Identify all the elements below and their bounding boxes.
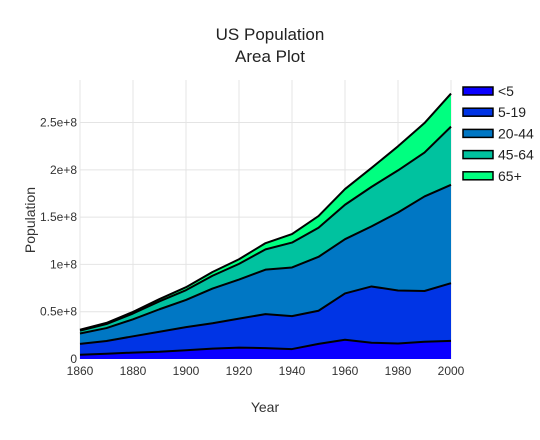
area-series-5-19	[80, 283, 451, 355]
y-tick-label: 1e+8	[50, 257, 77, 271]
series-line-5-19	[79, 282, 452, 345]
legend: <5 5-19 20-44 45-64 65+	[462, 83, 534, 184]
x-tick-label: 1860	[67, 364, 94, 378]
x-tick-label: 1980	[385, 364, 412, 378]
x-tick-label: 2000	[438, 364, 465, 378]
series-line-65	[79, 92, 452, 331]
y-tick-label: 1.5e+8	[40, 210, 77, 224]
y-tick-label: 2.5e+8	[40, 116, 77, 130]
legend-item[interactable]: 45-64	[462, 147, 534, 163]
y-tick-label: 2e+8	[50, 163, 77, 177]
x-tick-label: 1960	[332, 364, 359, 378]
legend-label: 5-19	[498, 104, 526, 120]
legend-label: 45-64	[498, 147, 534, 163]
x-tick-label: 1920	[226, 364, 253, 378]
legend-label: 20-44	[498, 125, 534, 141]
x-tick-label: 1900	[173, 364, 200, 378]
x-axis-title: Year	[251, 399, 280, 415]
chart-title-line-1: US Population	[216, 25, 325, 44]
plot-area	[79, 92, 452, 359]
x-axis-ticks: 1860 1880 1900 1920 1940 1960 1980 2000	[67, 364, 465, 378]
legend-swatch	[462, 128, 494, 139]
x-tick-label: 1940	[279, 364, 306, 378]
legend-swatch	[462, 149, 494, 160]
legend-item[interactable]: 5-19	[462, 104, 526, 120]
y-tick-label: 0.5e+8	[40, 305, 77, 319]
area-series-20-44	[80, 184, 451, 344]
series-line-45-64	[79, 125, 452, 332]
legend-item[interactable]: 20-44	[462, 125, 534, 141]
legend-swatch	[462, 107, 494, 117]
area-series-5	[80, 339, 451, 359]
legend-swatch	[462, 86, 494, 96]
series-line-20-44	[79, 183, 452, 335]
legend-swatch	[462, 171, 494, 181]
y-tick-label: 0	[70, 352, 77, 366]
y-axis-title: Population	[22, 187, 38, 253]
x-tick-label: 1880	[120, 364, 147, 378]
legend-label: <5	[498, 83, 514, 99]
legend-item[interactable]: 65+	[462, 168, 522, 184]
series-line-5	[79, 338, 452, 356]
chart-title-line-2: Area Plot	[235, 47, 305, 66]
legend-item[interactable]: <5	[462, 83, 514, 99]
legend-label: 65+	[498, 168, 522, 184]
y-axis-ticks: 0 0.5e+8 1e+8 1.5e+8 2e+8 2.5e+8	[40, 116, 77, 366]
